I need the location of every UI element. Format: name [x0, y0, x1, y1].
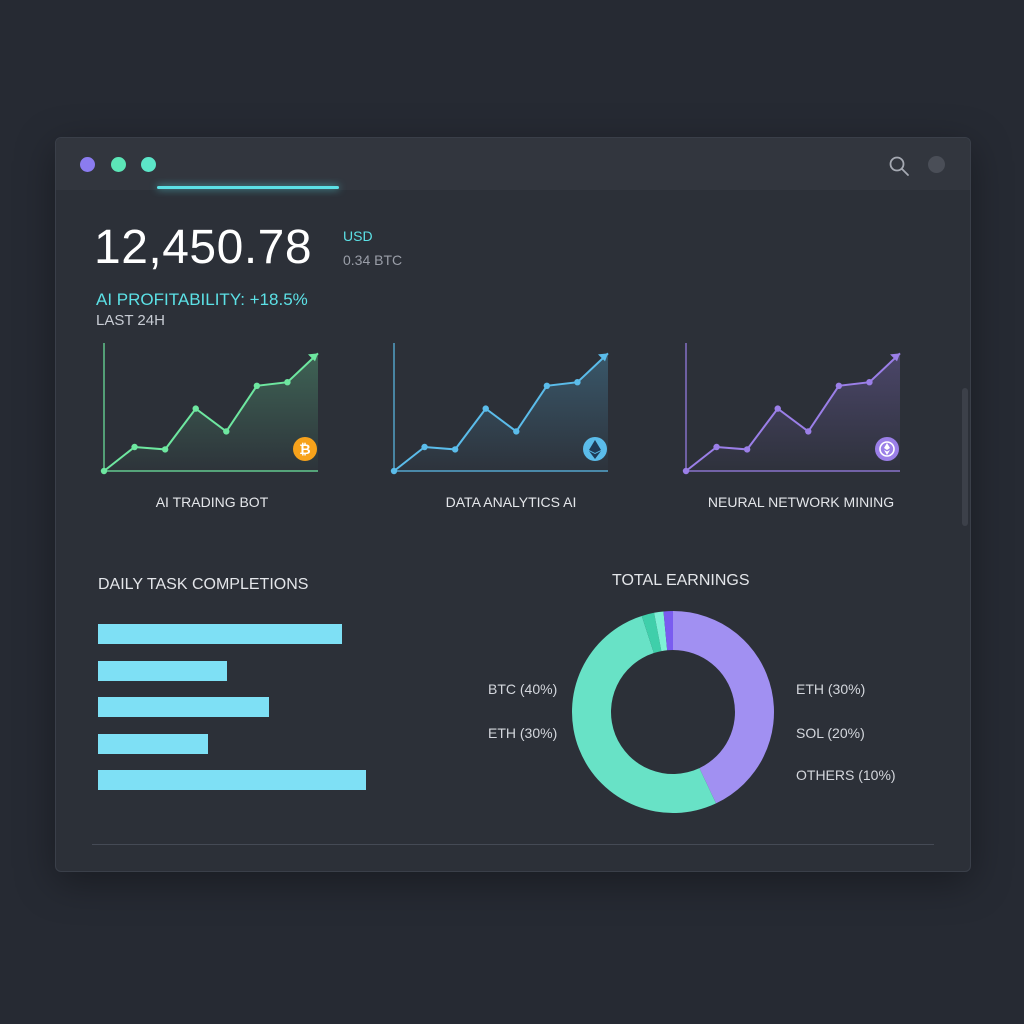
mini-chart-neural-mining[interactable] [682, 343, 912, 483]
area-fill [394, 353, 608, 471]
series-line [685, 352, 901, 472]
earnings-donut-chart[interactable] [571, 610, 775, 814]
chart-label-trading-bot: AI TRADING BOT [155, 494, 269, 510]
btc-equivalent: 0.34 BTC [343, 252, 403, 268]
donut-label-btc: BTC (40%) [488, 681, 558, 697]
data-point [451, 446, 459, 453]
donut-slice [663, 611, 673, 651]
data-point [100, 467, 108, 475]
donut-slice [571, 615, 717, 813]
task-bar[interactable] [98, 733, 208, 754]
task-bar[interactable] [98, 624, 342, 644]
title-bar [56, 138, 970, 190]
data-point [743, 446, 751, 453]
data-point [161, 446, 169, 453]
data-point [835, 382, 843, 389]
series-line [393, 352, 609, 472]
dashboard-window: 12,450.78 USD 0.34 BTC AI PROFITABILITY:… [55, 137, 971, 872]
area-fill [104, 353, 318, 471]
area-fill [686, 353, 900, 471]
data-point [574, 379, 581, 386]
data-point [223, 428, 230, 435]
data-point [682, 467, 690, 475]
data-point [866, 379, 873, 386]
search-icon[interactable] [888, 155, 910, 177]
data-point [513, 428, 520, 435]
donut-label-eth-left: ETH (30%) [488, 725, 558, 741]
task-bar[interactable] [98, 660, 228, 681]
chart-label-neural-mining: NEURAL NETWORK MINING [707, 494, 895, 510]
data-point [805, 428, 812, 435]
window-dot-teal[interactable] [141, 157, 156, 172]
window-dot-green[interactable] [111, 157, 126, 172]
trend-arrow [598, 353, 608, 362]
svg-text:₿: ₿ [299, 442, 310, 458]
data-point [482, 405, 489, 412]
mini-chart-data-analytics[interactable] [390, 343, 620, 483]
period-label: LAST 24H [96, 312, 165, 329]
donut-slice [654, 611, 668, 652]
avatar[interactable] [928, 156, 945, 173]
mini-chart-trading-bot[interactable]: ₿ [100, 343, 330, 483]
data-point [713, 443, 720, 451]
data-point [253, 382, 261, 389]
donut-slice [673, 611, 774, 804]
trend-arrow [890, 353, 900, 362]
data-point [192, 405, 199, 412]
bitcoin-icon: ₿ [293, 437, 317, 461]
balance-amount: 12,450.78 [94, 221, 313, 274]
data-point [774, 405, 781, 412]
ethereum-icon [583, 437, 607, 461]
active-tab-indicator[interactable] [157, 186, 339, 189]
data-point [131, 443, 138, 451]
donut-slice [641, 612, 662, 654]
series-line [103, 352, 319, 472]
data-point [421, 443, 428, 451]
data-point [543, 382, 551, 389]
trend-arrow [308, 353, 318, 362]
window-dot-purple[interactable] [80, 157, 95, 172]
daily-tasks-title: DAILY TASK COMPLETIONS [98, 576, 309, 593]
currency-label: USD [343, 228, 373, 244]
bottom-divider [92, 844, 934, 845]
donut-label-others: OTHERS (10%) [796, 767, 896, 783]
scrollbar[interactable] [962, 388, 968, 526]
chart-label-data-analytics: DATA ANALYTICS AI [445, 494, 577, 510]
earnings-title: TOTAL EARNINGS [612, 572, 750, 589]
profitability-stat: AI PROFITABILITY: +18.5% [96, 290, 308, 309]
mining-icon [875, 437, 899, 461]
task-bar[interactable] [98, 770, 366, 790]
donut-label-eth-right: ETH (30%) [796, 681, 866, 697]
donut-label-sol: SOL (20%) [796, 725, 865, 741]
data-point [284, 379, 291, 386]
data-point [390, 467, 398, 475]
task-bar[interactable] [98, 697, 269, 717]
